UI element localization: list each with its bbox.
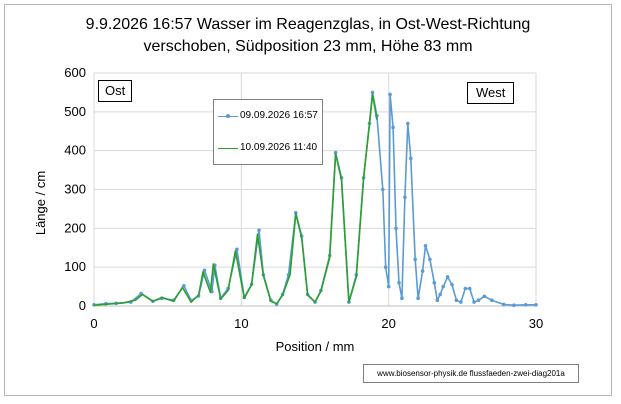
- series-1-point: [381, 187, 385, 192]
- y-tick-label: 200: [64, 220, 86, 235]
- series-1-point: [420, 269, 425, 273]
- series-1-point: [438, 292, 443, 297]
- y-axis-label: Länge / cm: [33, 171, 48, 235]
- chart-title-line1: 9.9.2026 16:57 Wasser im Reagenzglas, in…: [86, 16, 531, 33]
- series-1-point: [534, 303, 538, 307]
- chart-title-line2: verschoben, Südposition 23 mm, Höhe 83 m…: [143, 38, 472, 55]
- y-tick-label: 0: [79, 298, 86, 313]
- chart: 9.9.2026 16:57 Wasser im Reagenzglas, in…: [33, 16, 543, 354]
- series-1-point: [333, 150, 338, 155]
- series-1-point: [476, 298, 481, 303]
- series-1-point: [459, 300, 463, 304]
- series-1-point: [523, 303, 528, 307]
- series-1-point: [450, 282, 454, 287]
- series-1-point: [235, 247, 239, 252]
- series-1-point: [463, 286, 468, 291]
- series-1-point: [409, 156, 413, 161]
- series-1-point: [416, 296, 420, 301]
- legend-swatch-2: [218, 148, 238, 149]
- series-1-point: [490, 298, 494, 303]
- series-1-point: [445, 275, 450, 279]
- series-1-point: [428, 257, 432, 262]
- y-tick-label: 400: [64, 143, 86, 158]
- x-axis-label: Position / mm: [276, 339, 355, 354]
- series-1-point: [202, 268, 207, 273]
- series-1-point: [454, 298, 459, 303]
- series-1-point: [406, 121, 410, 126]
- tick-labels: 0 100 200 300 400 500 600 0 10 20 30: [64, 65, 543, 331]
- y-tick-label: 300: [64, 182, 86, 197]
- x-tick-label: 30: [529, 316, 543, 331]
- series-1-point: [386, 284, 391, 289]
- series-layer: [92, 90, 538, 308]
- series-1-point: [383, 265, 388, 270]
- series-1-point: [400, 296, 404, 301]
- series-1-point: [467, 286, 472, 291]
- series-1-point: [432, 280, 437, 285]
- x-tick-label: 10: [234, 316, 248, 331]
- y-tick-label: 600: [64, 65, 86, 80]
- series-1-point: [423, 244, 428, 248]
- y-tick-label: 500: [64, 104, 86, 119]
- series-1-point: [391, 125, 395, 130]
- legend-label-2: 10.09.2026 11:40: [240, 142, 318, 153]
- series-1-point: [413, 257, 418, 262]
- series-line-2: [93, 93, 378, 306]
- legend-marker-1: [226, 114, 230, 118]
- legend: 09.09.2026 16:57 10.09.2026 11:40: [213, 99, 323, 165]
- x-tick-label: 20: [381, 316, 395, 331]
- series-1-point: [512, 303, 516, 308]
- source-note: www.biosensor-physik.de flussfaeden-zwei…: [363, 364, 579, 383]
- series-1-point: [257, 228, 261, 233]
- series-1-point: [482, 294, 487, 299]
- series-1-point: [397, 280, 401, 285]
- x-tick-label: 0: [90, 316, 97, 331]
- series-1-point: [403, 195, 407, 200]
- west-label: West: [467, 82, 515, 104]
- series-1-point: [394, 226, 398, 231]
- series-1-point: [182, 284, 186, 288]
- chart-frame: 9.9.2026 16:57 Wasser im Reagenzglas, in…: [4, 4, 612, 396]
- legend-label-1: 09.09.2026 16:57: [240, 110, 318, 121]
- series-1-point: [370, 90, 375, 95]
- series-1-point: [388, 92, 392, 97]
- series-1-point: [441, 284, 446, 289]
- series-1-point: [472, 300, 476, 304]
- series-1-point: [501, 302, 506, 307]
- east-label: Ost: [98, 80, 133, 102]
- series-1-point: [435, 298, 440, 303]
- series-1-point: [294, 211, 298, 215]
- y-tick-label: 100: [64, 259, 86, 274]
